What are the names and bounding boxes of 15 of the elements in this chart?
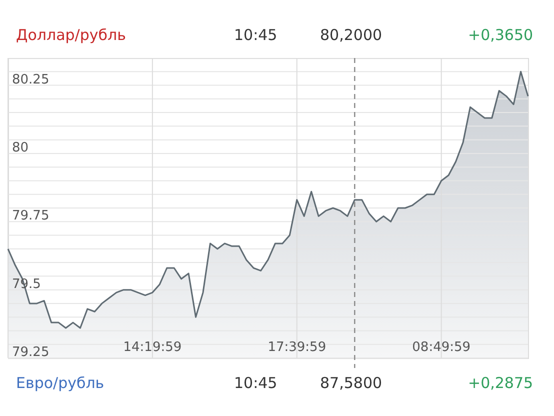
text: 80,2000 (320, 26, 382, 44)
x-tick-label: 14:19:59 (123, 340, 182, 355)
y-tick-label: 79.25 (12, 345, 50, 360)
chart-title: Доллар/рубль (16, 26, 126, 44)
y-tick-label: 80 (12, 140, 29, 156)
text: 87,5800 (320, 374, 382, 392)
y-tick-label: 80.25 (12, 72, 50, 88)
y-tick-label: 79.75 (12, 208, 50, 224)
text: Евро/рубль (16, 374, 104, 392)
x-tick-label: 17:39:59 (268, 340, 326, 355)
text: 10:45 (234, 374, 278, 392)
text: +0,3650 (468, 26, 534, 44)
x-tick-label: 08:49:59 (412, 340, 471, 355)
text: +0,2875 (468, 374, 534, 392)
text: 10:45 (234, 26, 278, 44)
